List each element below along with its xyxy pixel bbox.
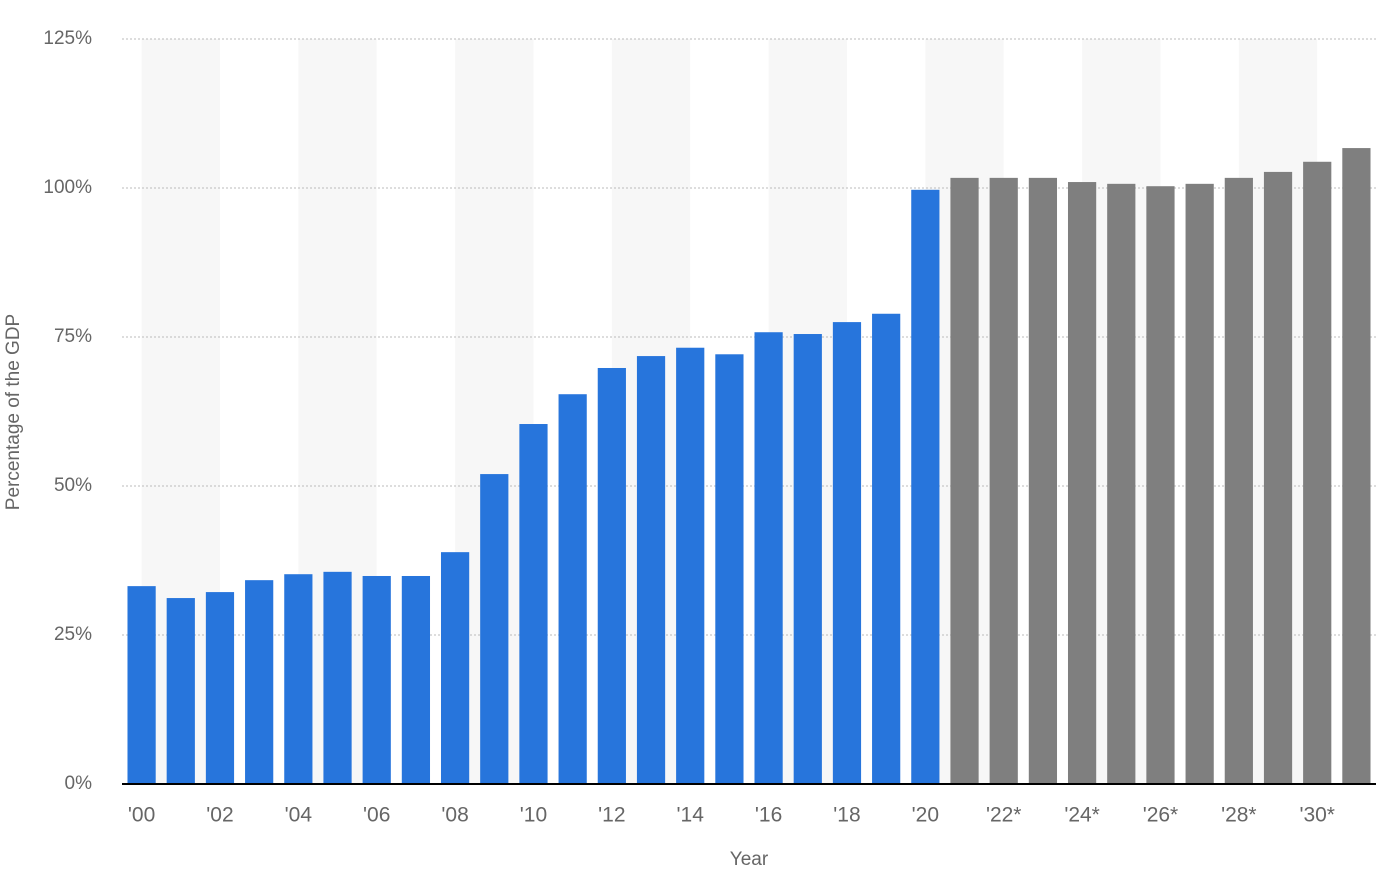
x-tick-label: '20 <box>912 804 939 827</box>
x-tick-label: '28* <box>1221 804 1257 827</box>
bar <box>1342 148 1371 784</box>
bar <box>636 356 666 784</box>
bar <box>989 177 1018 785</box>
bar <box>1146 186 1175 784</box>
x-tick-label: '14 <box>677 804 705 827</box>
bar <box>440 552 470 784</box>
bar <box>480 474 509 784</box>
bar <box>1303 161 1332 784</box>
bar <box>950 177 979 785</box>
bar <box>362 575 391 784</box>
bar <box>872 313 901 784</box>
y-tick-label: 0% <box>65 773 93 794</box>
y-tick-label: 100% <box>43 177 92 198</box>
bar <box>1224 177 1253 785</box>
bar <box>558 394 587 784</box>
y-axis-title: Percentage of the GDP <box>3 314 24 510</box>
bar <box>284 574 313 784</box>
bar <box>597 367 626 784</box>
bar <box>1067 182 1097 785</box>
x-tick-label: '24* <box>1064 804 1100 827</box>
bar <box>676 347 705 784</box>
x-tick-label: '08 <box>441 804 468 827</box>
bar <box>1028 177 1058 785</box>
x-tick-label: '04 <box>285 804 313 827</box>
x-tick-label: '02 <box>206 804 233 827</box>
bar <box>323 571 352 784</box>
x-tick-label: '10 <box>520 804 547 827</box>
bar <box>1185 183 1214 784</box>
x-tick-label: '16 <box>755 804 782 827</box>
bar <box>401 575 431 784</box>
y-tick-label: 25% <box>54 624 92 645</box>
x-tick-label: '12 <box>598 804 625 827</box>
bar <box>911 189 940 785</box>
y-tick-label: 50% <box>54 475 92 496</box>
bar <box>519 424 548 784</box>
x-tick-label: '18 <box>833 804 860 827</box>
bar <box>793 334 822 784</box>
bar <box>715 354 744 784</box>
x-tick-label: '06 <box>363 804 390 827</box>
bar <box>245 580 274 784</box>
y-tick-label: 125% <box>43 28 92 49</box>
x-axis-title: Year <box>730 849 769 870</box>
bar <box>166 598 195 784</box>
x-tick-label: '00 <box>128 804 155 827</box>
bar <box>754 332 783 784</box>
x-tick-label: '30* <box>1299 804 1335 827</box>
bar <box>205 592 235 784</box>
bar <box>832 322 862 784</box>
bar <box>127 586 156 784</box>
bar <box>1107 183 1136 784</box>
x-tick-label: '26* <box>1143 804 1179 827</box>
x-tick-label: '22* <box>986 804 1022 827</box>
bar <box>1263 171 1293 784</box>
y-tick-label: 75% <box>54 326 92 347</box>
